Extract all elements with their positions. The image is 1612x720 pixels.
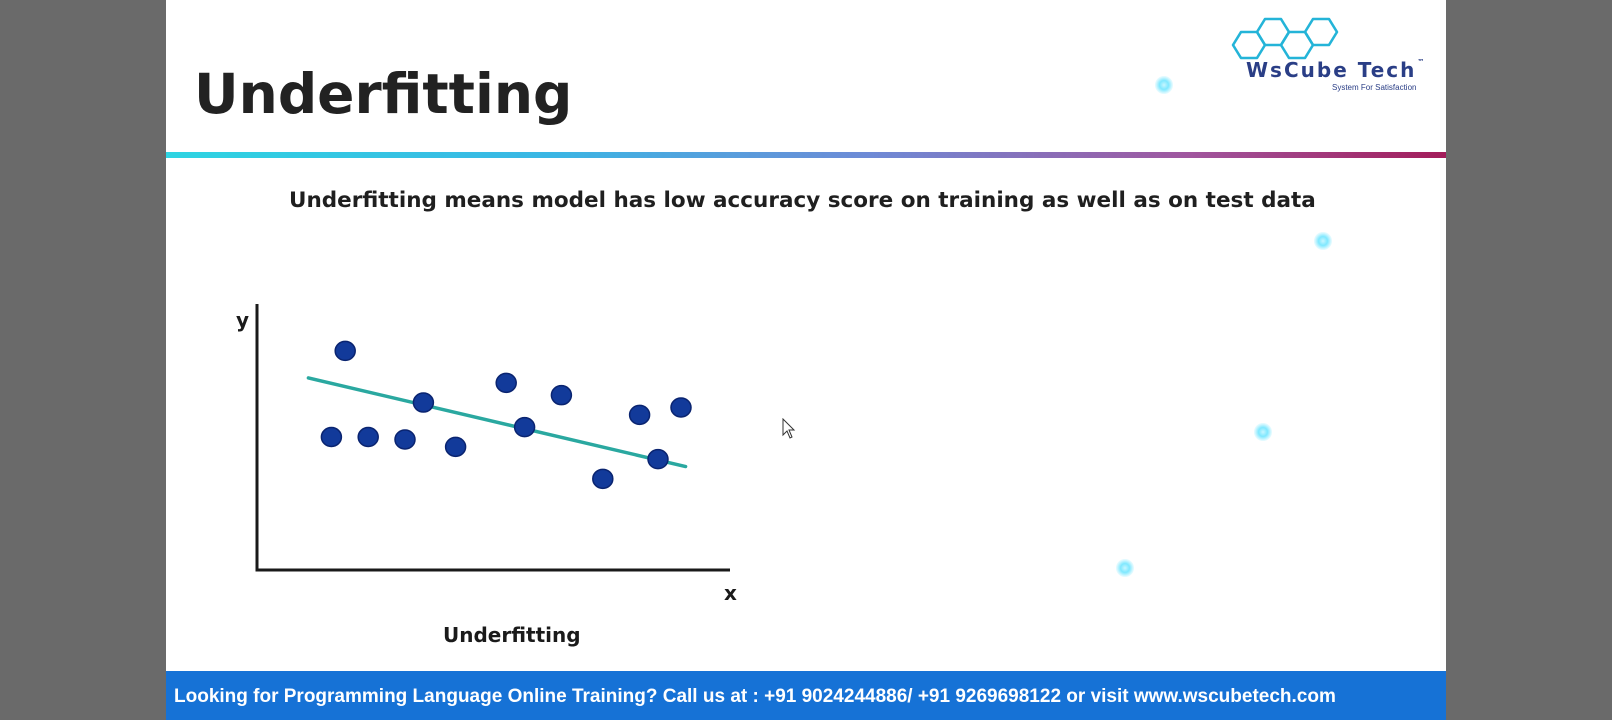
fit-line-group bbox=[306, 376, 688, 469]
title-divider bbox=[166, 152, 1446, 158]
footer-banner: Looking for Programming Language Online … bbox=[166, 671, 1446, 720]
trademark-mark: ™ bbox=[1417, 58, 1425, 66]
sparkle-decoration bbox=[1155, 76, 1173, 94]
y-axis-label: y bbox=[236, 308, 249, 332]
fit-line bbox=[306, 376, 688, 469]
data-point-8 bbox=[513, 416, 536, 438]
data-point-9 bbox=[550, 384, 573, 406]
hexagon-logo-icon bbox=[1231, 17, 1339, 60]
data-point-5 bbox=[412, 392, 435, 413]
chart-caption: Underfitting bbox=[443, 623, 581, 647]
x-axis-label: x bbox=[724, 581, 737, 605]
data-point-4 bbox=[394, 429, 416, 450]
data-point-12 bbox=[647, 448, 669, 470]
data-points-group bbox=[320, 340, 692, 490]
mouse-pointer-icon bbox=[782, 418, 796, 439]
slide: Underfitting WsCube Tech™ System For Sat… bbox=[166, 0, 1446, 720]
data-point-3 bbox=[357, 426, 379, 448]
sparkle-decoration bbox=[1314, 232, 1332, 250]
data-point-2 bbox=[320, 426, 343, 448]
wscube-tech-logo: WsCube Tech™ System For Satisfaction bbox=[1230, 14, 1440, 94]
logo-wordmark: WsCube Tech™ bbox=[1246, 58, 1424, 82]
slide-title: Underfitting bbox=[194, 62, 573, 126]
slide-subtitle: Underfitting means model has low accurac… bbox=[289, 188, 1316, 213]
data-point-6 bbox=[444, 436, 467, 458]
data-point-1 bbox=[334, 340, 356, 362]
footer-contact-text: Looking for Programming Language Online … bbox=[174, 686, 1336, 707]
data-point-7 bbox=[495, 372, 517, 394]
logo-name: WsCube Tech bbox=[1246, 58, 1417, 82]
data-point-11 bbox=[628, 404, 651, 426]
chart-axes: yx bbox=[236, 304, 737, 605]
sparkle-decoration bbox=[1116, 559, 1134, 577]
data-point-10 bbox=[592, 468, 614, 490]
sparkle-decoration bbox=[1254, 423, 1272, 441]
data-point-13 bbox=[670, 397, 692, 418]
underfitting-scatter-chart: yx bbox=[236, 304, 737, 605]
axis-lines bbox=[255, 304, 730, 572]
logo-tagline: System For Satisfaction bbox=[1332, 83, 1417, 92]
